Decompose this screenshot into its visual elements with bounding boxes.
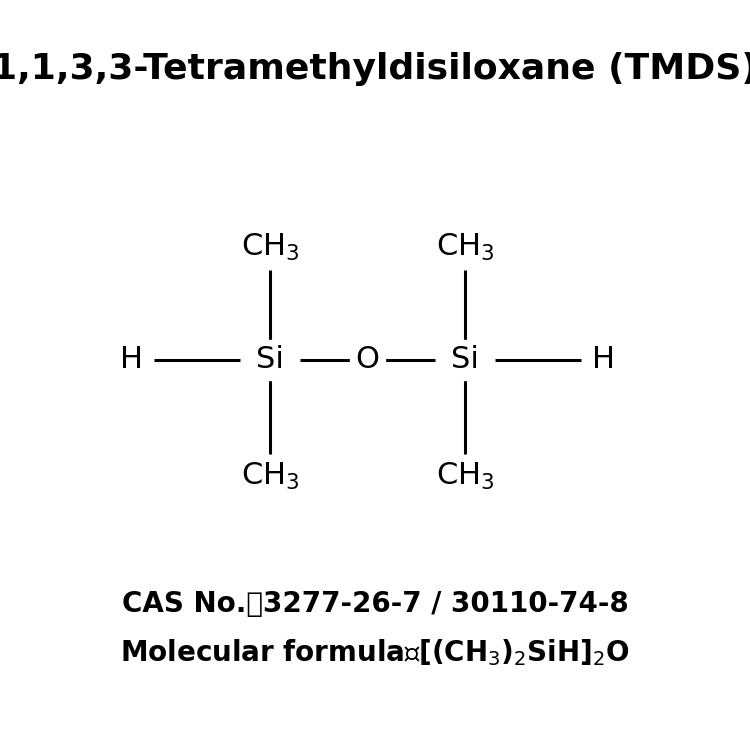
Text: H: H: [120, 346, 142, 374]
Text: Si: Si: [256, 346, 284, 374]
Text: CH$_3$: CH$_3$: [436, 232, 494, 263]
Text: CH$_3$: CH$_3$: [436, 460, 494, 492]
Text: 1,1,3,3-Tetramethyldisiloxane (TMDS): 1,1,3,3-Tetramethyldisiloxane (TMDS): [0, 53, 750, 86]
Text: CAS No.：3277-26-7 / 30110-74-8: CAS No.：3277-26-7 / 30110-74-8: [122, 590, 628, 618]
Text: CH$_3$: CH$_3$: [241, 460, 299, 492]
Text: H: H: [592, 346, 615, 374]
Text: O: O: [356, 346, 380, 374]
Text: CH$_3$: CH$_3$: [241, 232, 299, 263]
Text: Si: Si: [451, 346, 479, 374]
Text: Molecular formula：[(CH$_3$)$_2$SiH]$_2$O: Molecular formula：[(CH$_3$)$_2$SiH]$_2$O: [120, 637, 630, 668]
